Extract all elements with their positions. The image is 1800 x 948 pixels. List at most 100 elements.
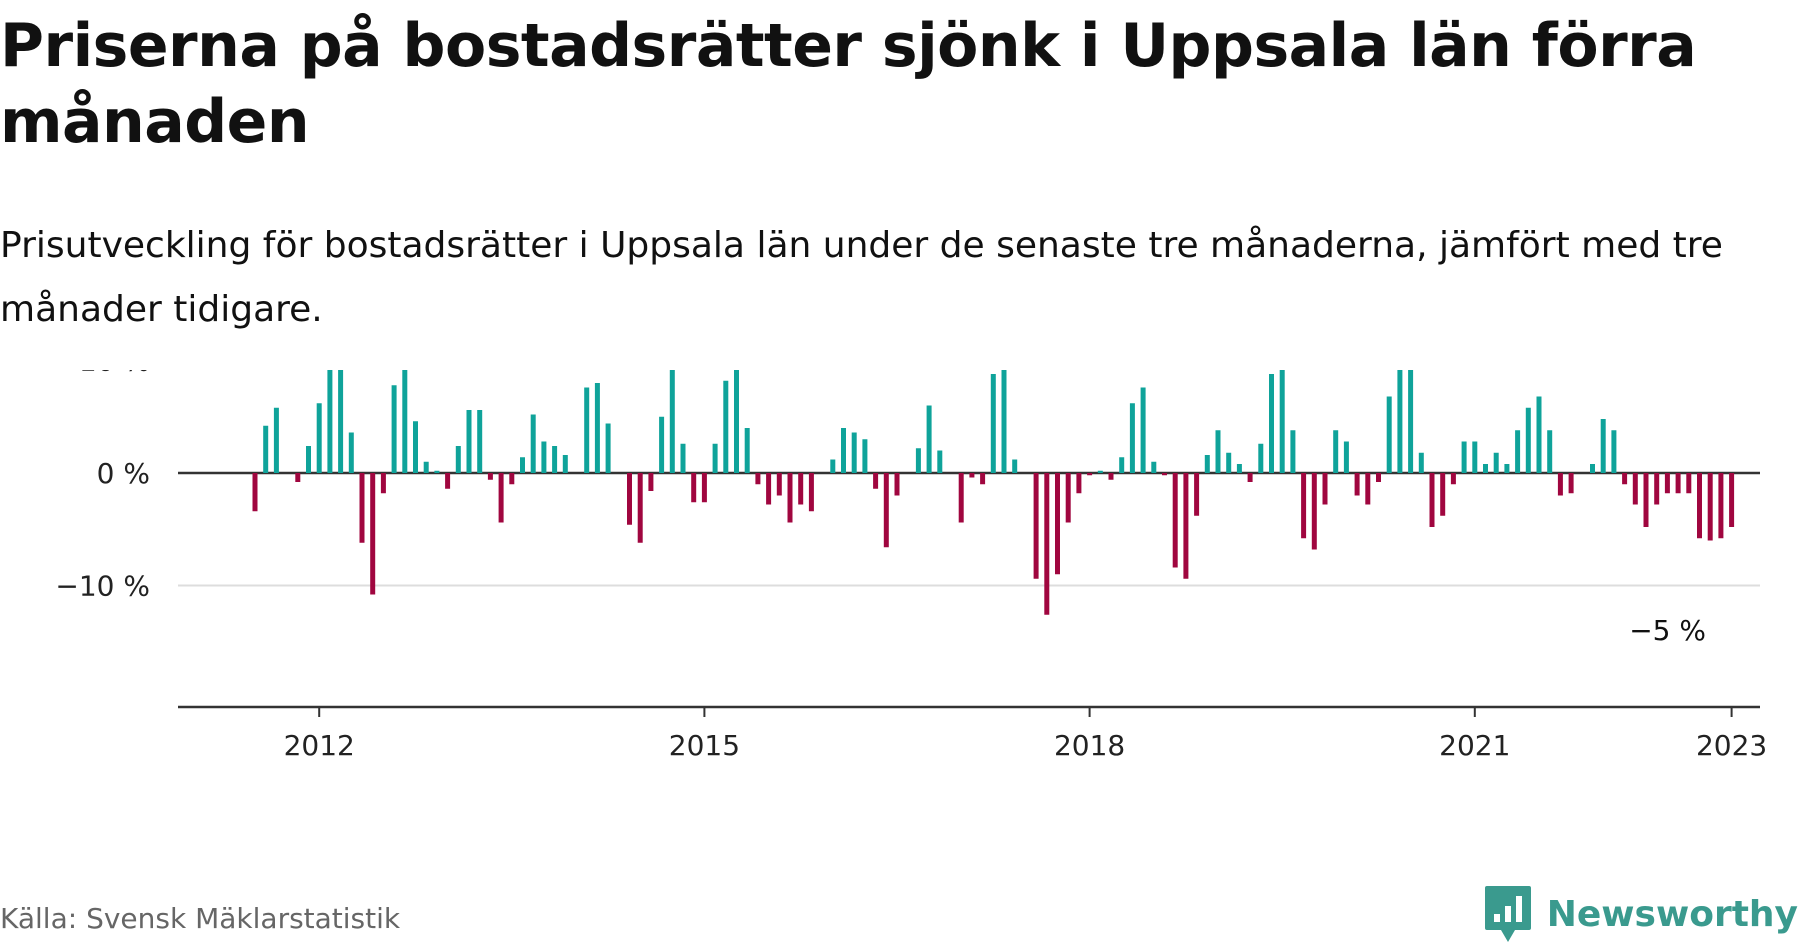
brand-name: Newsworthy bbox=[1546, 893, 1798, 935]
bar bbox=[1311, 473, 1317, 550]
bar bbox=[1611, 430, 1617, 473]
bar bbox=[605, 423, 611, 473]
bar bbox=[755, 473, 761, 485]
bar bbox=[1643, 473, 1649, 527]
bar bbox=[434, 470, 440, 473]
bar bbox=[1729, 473, 1735, 527]
bar bbox=[327, 370, 333, 473]
bar bbox=[851, 432, 857, 473]
bar bbox=[1536, 396, 1542, 473]
bar bbox=[370, 473, 376, 595]
y-tick-label: 0 % bbox=[97, 457, 150, 490]
bar bbox=[1632, 473, 1638, 505]
bar bbox=[359, 473, 365, 543]
bar bbox=[1269, 374, 1274, 473]
bar bbox=[445, 473, 451, 489]
bar bbox=[1140, 387, 1146, 473]
chart-subtitle: Prisutveckling för bostadsrätter i Uppsa… bbox=[0, 225, 1723, 330]
bar bbox=[306, 446, 311, 473]
bar bbox=[1162, 473, 1167, 476]
bar bbox=[798, 473, 804, 505]
bar bbox=[1279, 370, 1285, 473]
bar bbox=[701, 473, 707, 503]
bar bbox=[1087, 473, 1093, 476]
x-tick-label: 2021 bbox=[1439, 729, 1510, 762]
bar bbox=[1376, 473, 1381, 482]
bar bbox=[1515, 430, 1521, 473]
bar bbox=[1622, 473, 1628, 485]
bar bbox=[669, 370, 675, 473]
bar bbox=[1258, 443, 1264, 473]
bar bbox=[1654, 473, 1660, 505]
bar bbox=[734, 370, 739, 473]
bar bbox=[1108, 473, 1114, 480]
bar bbox=[1600, 419, 1606, 473]
bar bbox=[830, 459, 836, 473]
bar bbox=[273, 407, 279, 473]
bar bbox=[1194, 473, 1200, 516]
bar bbox=[1440, 473, 1446, 516]
bar bbox=[712, 443, 718, 473]
bars bbox=[252, 370, 1735, 615]
bar bbox=[808, 473, 814, 512]
bar bbox=[1012, 459, 1018, 473]
bar bbox=[1547, 430, 1553, 473]
bar bbox=[1301, 473, 1307, 539]
bar bbox=[691, 473, 697, 503]
bar bbox=[1076, 473, 1082, 494]
bar bbox=[1718, 473, 1724, 539]
bar bbox=[1707, 473, 1713, 541]
newsworthy-logo-icon bbox=[1484, 886, 1531, 942]
y-tick-label: 10 % bbox=[79, 370, 150, 378]
bar bbox=[883, 473, 889, 548]
bar bbox=[1697, 473, 1702, 539]
bar bbox=[648, 473, 654, 491]
bar bbox=[338, 370, 344, 473]
bar bbox=[1397, 370, 1403, 473]
bar bbox=[487, 473, 493, 480]
bar bbox=[723, 380, 729, 473]
bar bbox=[1097, 470, 1103, 473]
bar bbox=[1044, 473, 1050, 615]
bar bbox=[380, 473, 386, 494]
bar bbox=[1183, 473, 1189, 579]
bar bbox=[1001, 370, 1007, 473]
bar bbox=[766, 473, 772, 505]
bar bbox=[520, 457, 525, 473]
bar bbox=[1386, 396, 1392, 473]
bar bbox=[980, 473, 986, 485]
bar bbox=[841, 428, 846, 473]
axes bbox=[178, 705, 1760, 717]
bar bbox=[1119, 457, 1125, 473]
bar bbox=[1226, 452, 1232, 473]
bar bbox=[776, 473, 782, 496]
last-value-annotation: −5 % bbox=[1629, 614, 1706, 647]
bar bbox=[594, 383, 600, 473]
x-tick-label: 2023 bbox=[1696, 729, 1767, 762]
bar bbox=[391, 385, 397, 473]
bar bbox=[1664, 473, 1670, 494]
bar bbox=[787, 473, 793, 523]
bar bbox=[423, 461, 429, 473]
bar bbox=[1033, 473, 1039, 579]
bar bbox=[958, 473, 964, 523]
x-tick-label: 2018 bbox=[1054, 729, 1125, 762]
bar bbox=[552, 446, 558, 473]
brand-logo: Newsworthy bbox=[1483, 884, 1798, 944]
bar bbox=[1333, 430, 1339, 473]
x-tick-label: 2012 bbox=[284, 729, 355, 762]
bar bbox=[1365, 473, 1371, 505]
bar bbox=[1568, 473, 1574, 494]
bar bbox=[1493, 452, 1499, 473]
bar bbox=[1504, 464, 1510, 473]
bar bbox=[1343, 441, 1349, 473]
bar bbox=[263, 425, 269, 473]
bar bbox=[926, 405, 932, 473]
bar bbox=[1472, 441, 1478, 473]
bar bbox=[1247, 473, 1253, 482]
bar bbox=[1675, 473, 1681, 494]
bar bbox=[1418, 452, 1424, 473]
bar bbox=[1557, 473, 1563, 496]
bar bbox=[1129, 403, 1135, 473]
bar bbox=[477, 410, 483, 473]
